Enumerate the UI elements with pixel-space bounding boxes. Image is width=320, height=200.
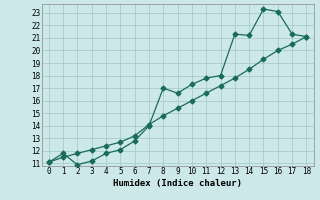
X-axis label: Humidex (Indice chaleur): Humidex (Indice chaleur) — [113, 179, 242, 188]
